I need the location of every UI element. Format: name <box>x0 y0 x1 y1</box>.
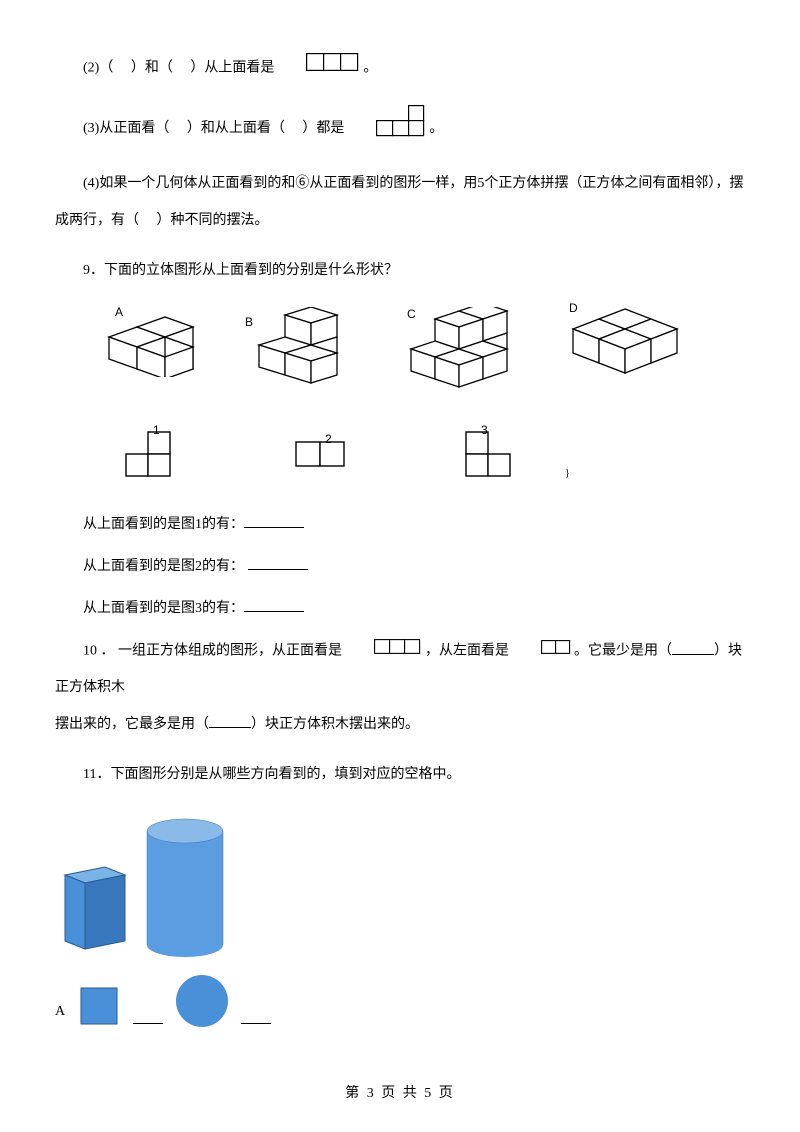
q3-text-c: ）都是 <box>302 121 344 136</box>
question-10-line2: 摆出来的，它最多是用（）块正方体积木摆出来的。 <box>55 707 745 743</box>
flat-fig-2: 2 <box>295 430 465 483</box>
question-4-line2: 成两行，有（ ）种不同的摆法。 <box>55 203 745 239</box>
three-squares-icon-2 <box>346 633 422 669</box>
q2-blank-2 <box>176 60 187 75</box>
q2-text-c: ）从上面看是 <box>190 60 274 75</box>
q3-text-b: ）和从上面看（ <box>187 121 285 136</box>
flat-shape-1 <box>125 430 175 478</box>
flat-fig-3: 3 } <box>465 430 635 483</box>
question-2: (2)（ ）和（ ）从上面看是 。 <box>55 50 745 87</box>
q9-ans3: 从上面看到的是图3的有： <box>55 597 745 617</box>
q9-ans1: 从上面看到的是图1的有： <box>55 513 745 533</box>
square-icon <box>75 982 123 1030</box>
question-3: (3)从正面看（ ）和从上面看（ ）都是 。 <box>55 105 745 152</box>
flat-shape-3 <box>465 430 523 478</box>
prism-cylinder-icon <box>55 811 255 961</box>
flat-shape-2 <box>295 430 349 470</box>
q2-text-a: (2)（ <box>83 60 113 75</box>
blank-9-1 <box>244 514 304 528</box>
fig-A: A <box>95 307 245 402</box>
question-4-line1: (4)如果一个几何体从正面看到的和⑥从正面看到的图形一样，用5个正方体拼摆（正方… <box>55 166 745 202</box>
q3-text-a: (3)从正面看（ <box>83 121 169 136</box>
circle-icon <box>173 972 231 1030</box>
l-shape-icon <box>348 105 426 152</box>
fig-B: B <box>245 307 395 402</box>
fig-C: C <box>395 307 555 402</box>
blank-10-2 <box>209 714 251 728</box>
flat-fig-1: 1 <box>125 430 295 483</box>
two-squares-icon <box>513 633 571 669</box>
cube-figure-B <box>245 307 355 385</box>
q11-3d-shapes <box>55 811 745 966</box>
page-footer: 第 3 页 共 5 页 <box>0 1082 800 1102</box>
q3-text-d: 。 <box>429 121 443 136</box>
label-A: A <box>55 1004 65 1020</box>
q11-row-A: A <box>55 972 745 1030</box>
q2-text-b: ）和（ <box>131 60 173 75</box>
blank-11-2 <box>241 1010 271 1024</box>
q9-ans2: 从上面看到的是图2的有： <box>55 555 745 575</box>
blank-10-1 <box>672 641 714 655</box>
question-9-title: 9．下面的立体图形从上面看到的分别是什么形状？ <box>55 253 745 289</box>
blank-11-1 <box>133 1010 163 1024</box>
three-squares-icon <box>278 50 360 86</box>
question-10-line1: 10 ． 一组正方体组成的图形，从正面看是 ，从左面看是 。它最少是用（）块正方… <box>55 633 745 706</box>
blank-9-2 <box>248 556 308 570</box>
cube-figure-D <box>555 307 685 385</box>
q9-3d-row: A B C <box>55 307 745 402</box>
question-11-title: 11．下面图形分别是从哪些方向看到的，填到对应的空格中。 <box>55 757 745 793</box>
q9-flat-row: 1 2 3 } <box>55 430 745 483</box>
fig-D: D <box>555 307 705 402</box>
q2-text-d: 。 <box>363 60 377 75</box>
blank-9-3 <box>244 598 304 612</box>
cube-figure-A <box>95 307 205 377</box>
q2-blank-1 <box>117 60 128 75</box>
